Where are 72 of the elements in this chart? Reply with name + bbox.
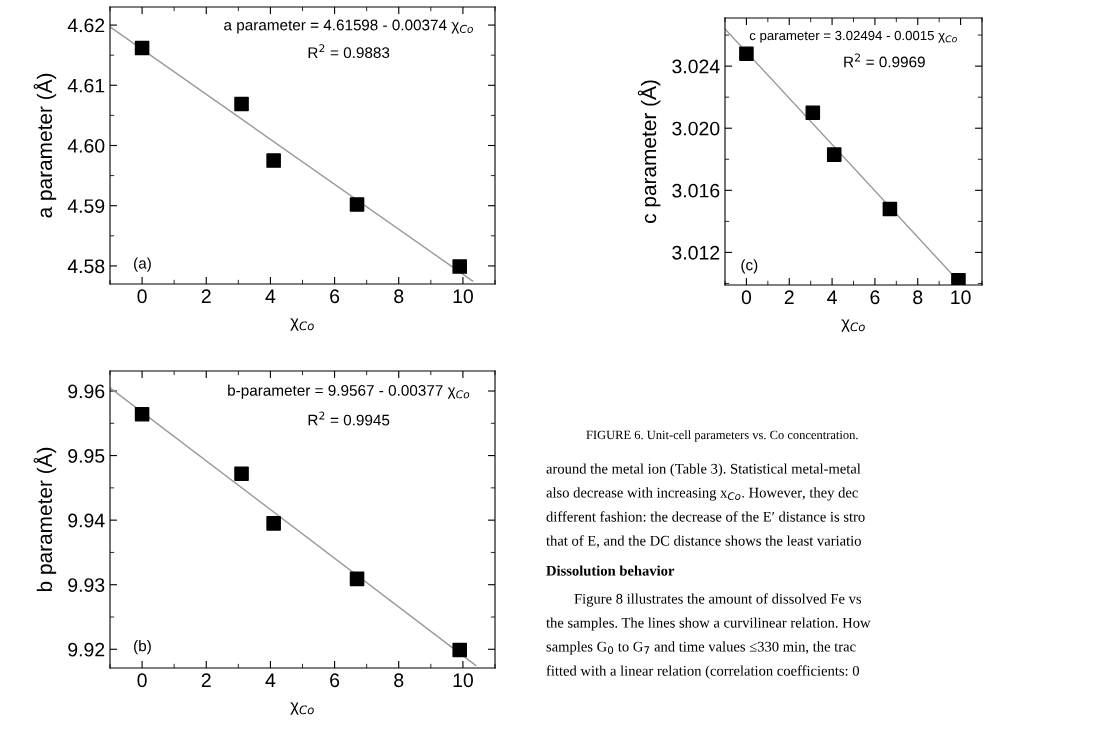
- y-tick-label: 4.62: [67, 18, 105, 33]
- point: [452, 642, 467, 658]
- point: [882, 201, 898, 217]
- x-tick-label: 0: [137, 673, 147, 688]
- x-tick-label: 4: [827, 290, 837, 304]
- text: also decrease with increasing x$_{Co}$. However, they dec: [546, 487, 858, 501]
- y-tick-label: 4.58: [67, 259, 105, 274]
- x-tick-label: 0: [741, 290, 752, 305]
- text: fitted with a linear relation (correlation coefficients: 0: [546, 665, 859, 679]
- y-tick-label: 9.95: [68, 449, 105, 463]
- y-axis-title: c parameter (Å): [637, 80, 661, 223]
- point: [266, 153, 281, 168]
- y-tick-label: 3.024: [672, 59, 720, 74]
- y-tick-label: 4.60: [67, 138, 105, 153]
- text: samples G$_{0}$ to G$_{7}$ and time values ≤330 min, the trac: [546, 641, 856, 655]
- y-tick-label: 3.020: [672, 121, 720, 136]
- point: [134, 40, 150, 56]
- y-tick-label: 3.012: [672, 245, 720, 260]
- point: [452, 259, 467, 274]
- annotation: b-parameter = 9.9567 - 0.00377 χ$_{Co}$: [228, 384, 470, 399]
- x-tick-label: 8: [913, 290, 923, 305]
- annotation: R$^{2}$ = 0.9883: [308, 44, 390, 59]
- text: around the metal ion (Table 3). Statistical metal-metal: [546, 463, 861, 477]
- point: [234, 96, 249, 112]
- y-tick-label: 9.94: [68, 513, 105, 528]
- annotation: (c): [741, 259, 758, 274]
- x-tick-label: 10: [951, 290, 971, 305]
- x-tick-label: 6: [330, 673, 340, 688]
- x-tick-label: 10: [453, 673, 473, 688]
- y-tick-label: 9.93: [68, 578, 105, 592]
- x-tick-label: 2: [201, 289, 211, 303]
- point: [805, 105, 821, 120]
- x-tick-label: 2: [784, 290, 794, 304]
- point: [349, 197, 365, 212]
- annotation: c parameter = 3.02494 - 0.0015 χ$_{Co}$: [749, 30, 957, 43]
- point: [134, 406, 150, 422]
- x-tick-label: 6: [870, 290, 880, 305]
- y-tick-label: 9.92: [68, 642, 105, 657]
- text: the samples. The lines show a curvilinear relation. How: [546, 617, 871, 631]
- point: [234, 466, 249, 481]
- y-tick-label: 4.59: [67, 199, 105, 213]
- point: [739, 46, 754, 61]
- caption: FIGURE 6. Unit-cell parameters vs. Co concentration.: [586, 430, 858, 442]
- x-tick-label: 0: [137, 289, 147, 304]
- x-axis-title: χ$_{Co}$: [290, 702, 314, 715]
- x-tick-label: 4: [265, 673, 276, 687]
- caption: Figure 8 illustrates the amount of dissolved Fe vs: [574, 593, 862, 607]
- annotation: (a): [134, 257, 151, 272]
- x-tick-label: 8: [394, 289, 404, 304]
- text: different fashion: the decrease of the E′ distance is stro: [546, 511, 865, 522]
- x-tick-label: 6: [330, 289, 340, 304]
- point: [349, 571, 365, 587]
- x-tick-label: 4: [265, 289, 276, 303]
- text: that of E, and the DC distance shows the least variatio: [546, 535, 861, 548]
- annotation: R$^{2}$ = 0.9945: [308, 411, 390, 426]
- x-axis-title: χ$_{Co}$: [841, 319, 865, 332]
- point: [266, 516, 281, 531]
- x-axis-title: χ$_{Co}$: [290, 318, 314, 331]
- point: [951, 273, 966, 285]
- annotation: (b): [134, 640, 151, 655]
- y-axis-title: a parameter (Å): [33, 73, 57, 218]
- x-tick-label: 8: [394, 673, 404, 688]
- annotation: R$^{2}$ = 0.9969: [844, 53, 925, 68]
- y-tick-label: 3.016: [672, 183, 720, 198]
- point: [826, 147, 842, 162]
- x-tick-label: 2: [201, 673, 211, 687]
- y-axis-title: b parameter (Å): [33, 447, 57, 592]
- annotation: a parameter = 4.61598 - 0.00374 χ$_{Co}$: [224, 19, 473, 34]
- y-tick-label: 9.96: [68, 384, 105, 399]
- text: Dissolution behavior: [546, 565, 675, 576]
- y-tick-label: 4.61: [67, 78, 105, 93]
- x-tick-label: 10: [453, 289, 473, 304]
